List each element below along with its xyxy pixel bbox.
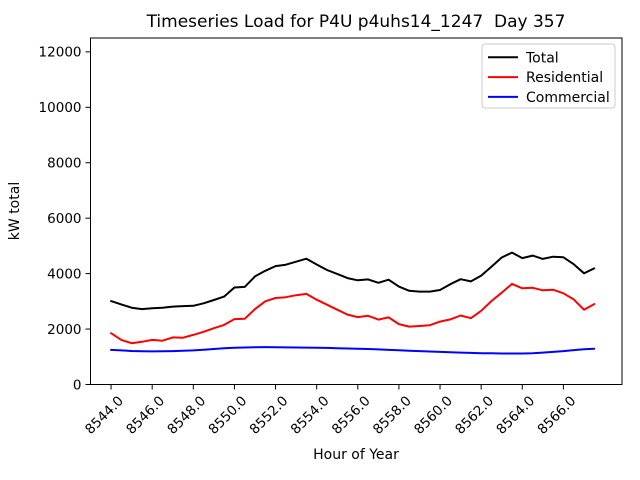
series-line-residential (110, 282, 596, 345)
y-tick-label: 8000 (47, 156, 81, 172)
x-tick-label: 8562.0 (452, 393, 497, 438)
x-tick-label: 8544.0 (82, 393, 127, 438)
legend-label-total: Total (525, 50, 559, 66)
y-tick-label: 12000 (39, 45, 82, 61)
x-tick-label: 8546.0 (123, 393, 168, 438)
plot-border (90, 37, 623, 385)
x-tick-label: 8556.0 (329, 393, 374, 438)
y-tick-label: 2000 (47, 322, 81, 338)
y-tick-label: 10000 (39, 100, 82, 116)
legend-label-residential: Residential (526, 70, 603, 86)
x-tick-label: 8564.0 (493, 393, 538, 438)
y-axis-label: kW total (7, 182, 23, 240)
x-tick-label: 8552.0 (247, 393, 292, 438)
x-tick-label: 8560.0 (411, 393, 456, 438)
series-line-commercial (110, 346, 596, 355)
series-line-total (110, 251, 596, 311)
x-axis-label: Hour of Year (313, 447, 399, 463)
y-tick-label: 4000 (47, 266, 81, 282)
x-tick-label: 8554.0 (288, 393, 333, 438)
x-tick-label: 8548.0 (164, 393, 209, 438)
x-tick-label: 8550.0 (206, 393, 251, 438)
chart-title: Timeseries Load for P4U p4uhs14_1247 Day… (146, 12, 566, 32)
y-tick-label: 6000 (47, 211, 81, 227)
legend-label-commercial: Commercial (526, 90, 610, 106)
y-tick-label: 0 (73, 377, 82, 393)
x-tick-label: 8558.0 (370, 393, 415, 438)
x-tick-label: 8566.0 (535, 393, 580, 438)
legend-box (481, 43, 616, 109)
